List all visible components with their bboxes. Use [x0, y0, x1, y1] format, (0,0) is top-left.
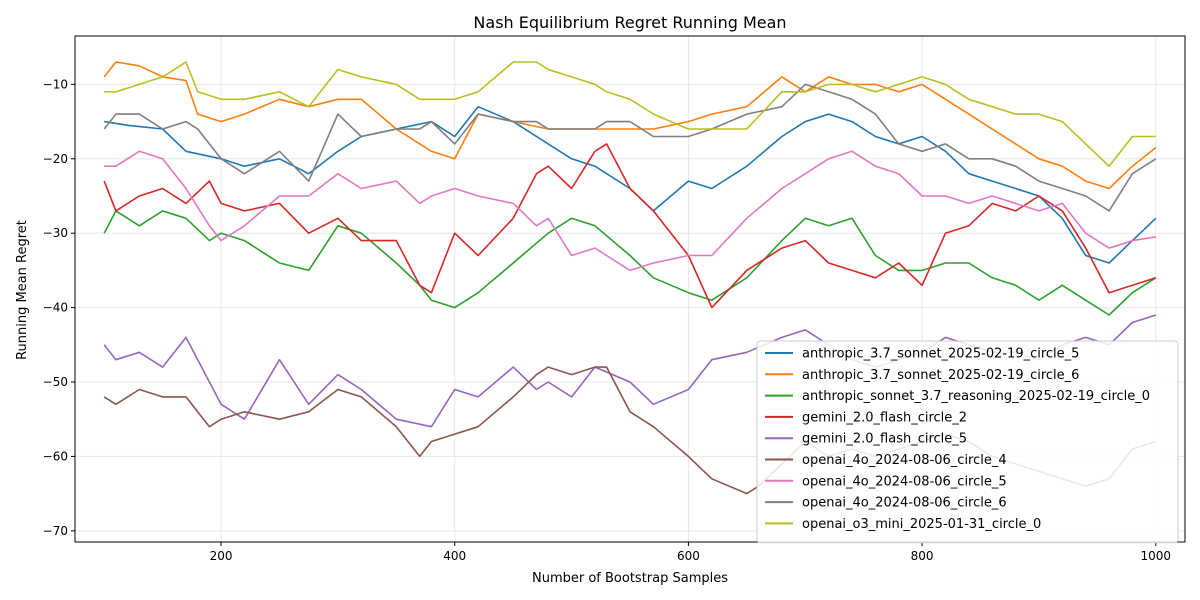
legend-label: openai_4o_2024-08-06_circle_5: [802, 474, 1007, 489]
x-tick-label: 600: [677, 549, 700, 563]
legend-label: anthropic_3.7_sonnet_2025-02-19_circle_5: [802, 347, 1079, 362]
y-tick-label: −30: [43, 226, 68, 240]
legend: anthropic_3.7_sonnet_2025-02-19_circle_5…: [756, 340, 1179, 544]
series-line-9: [104, 61, 1156, 167]
grid: [75, 36, 1185, 542]
x-axis-ticks: 200 400 600 800 1000: [210, 542, 1171, 563]
y-tick-label: −10: [43, 77, 68, 91]
chart-title: Nash Equilibrium Regret Running Mean: [473, 13, 786, 32]
legend-label: gemini_2.0_flash_circle_5: [802, 432, 967, 447]
legend-label: gemini_2.0_flash_circle_2: [802, 410, 967, 425]
y-tick-label: −70: [43, 524, 68, 538]
legend-label: openai_o3_mini_2025-01-31_circle_0: [802, 517, 1041, 532]
legend-box: [756, 340, 1179, 544]
y-tick-label: −20: [43, 152, 68, 166]
y-tick-label: −50: [43, 375, 68, 389]
series-line-3: [103, 210, 1157, 316]
series-line-2: [103, 61, 1157, 190]
x-tick-label: 200: [210, 549, 233, 563]
x-tick-label: 800: [911, 549, 934, 563]
legend-label: openai_4o_2024-08-06_circle_6: [802, 496, 1007, 511]
series-line-4: [103, 143, 1157, 309]
x-axis-label: Number of Bootstrap Samples: [532, 571, 728, 586]
x-tick-label: 1000: [1141, 549, 1172, 563]
series-line-8: [103, 83, 1157, 212]
y-tick-label: −40: [43, 301, 68, 315]
legend-label: anthropic_3.7_sonnet_2025-02-19_circle_6: [802, 368, 1079, 383]
plot-frame: [74, 35, 1186, 543]
series-line-1: [104, 105, 1157, 264]
y-tick-label: −60: [43, 449, 68, 463]
legend-label: anthropic_sonnet_3.7_reasoning_2025-02-1…: [802, 389, 1150, 404]
legend-label: openai_4o_2024-08-06_circle_4: [802, 453, 1007, 468]
y-axis-label: Running Mean Regret: [15, 220, 30, 360]
series-layer: [103, 61, 1157, 495]
series-line-7: [104, 150, 1156, 272]
y-axis-ticks: −70 −60 −50 −40 −30 −20 −10: [43, 77, 75, 538]
x-tick-label: 400: [443, 549, 466, 563]
